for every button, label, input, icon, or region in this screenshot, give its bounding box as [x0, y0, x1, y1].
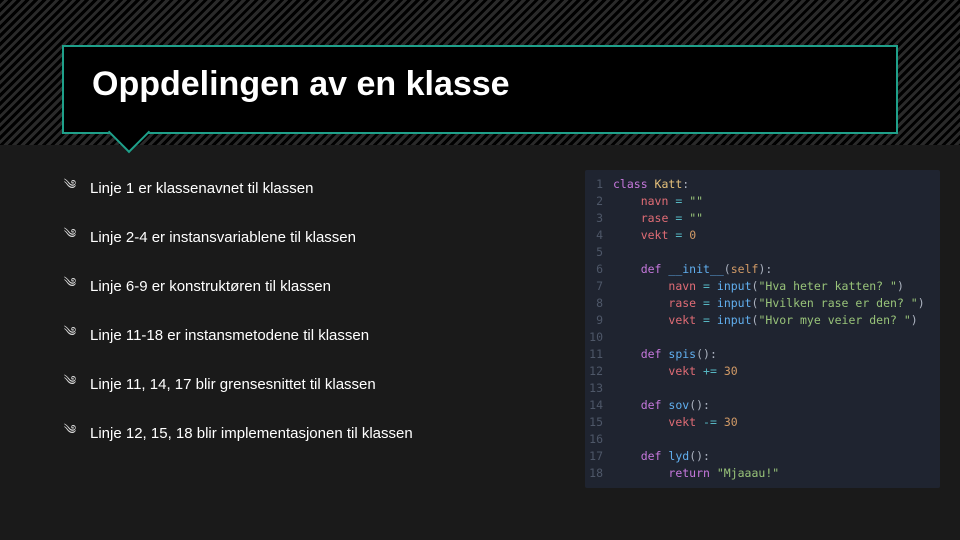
bullet-item: ༄ Linje 2-4 er instansvariablene til klas…	[62, 229, 565, 246]
line-number: 8	[585, 295, 613, 312]
code-text: navn = ""	[613, 193, 703, 210]
code-line: 3 rase = ""	[585, 210, 940, 227]
code-text: def lyd():	[613, 448, 710, 465]
code-line: 15 vekt -= 30	[585, 414, 940, 431]
line-number: 2	[585, 193, 613, 210]
code-text: vekt = 0	[613, 227, 696, 244]
bullet-text: Linje 2-4 er instansvariablene til klass…	[90, 229, 356, 246]
code-line: 9 vekt = input("Hvor mye veier den? ")	[585, 312, 940, 329]
code-line: 12 vekt += 30	[585, 363, 940, 380]
code-line: 14 def sov():	[585, 397, 940, 414]
title-container: Oppdelingen av en klasse	[62, 45, 898, 134]
line-number: 7	[585, 278, 613, 295]
bullet-flourish-icon: ༄	[62, 376, 78, 392]
bullet-text: Linje 11, 14, 17 blir grensesnittet til …	[90, 376, 376, 393]
bullet-flourish-icon: ༄	[62, 229, 78, 245]
line-number: 18	[585, 465, 613, 482]
bullet-item: ༄ Linje 12, 15, 18 blir implementasjonen …	[62, 425, 565, 442]
code-text: class Katt:	[613, 176, 689, 193]
line-number: 1	[585, 176, 613, 193]
line-number: 5	[585, 244, 613, 261]
code-line: 17 def lyd():	[585, 448, 940, 465]
code-text: def __init__(self):	[613, 261, 772, 278]
code-line: 10	[585, 329, 940, 346]
bullet-flourish-icon: ༄	[62, 180, 78, 196]
line-number: 11	[585, 346, 613, 363]
line-number: 15	[585, 414, 613, 431]
bullet-list: ༄ Linje 1 er klassenavnet til klassen ༄ Lin…	[62, 170, 565, 488]
title-notch-icon	[108, 111, 150, 153]
code-text: rase = ""	[613, 210, 703, 227]
bullet-flourish-icon: ༄	[62, 278, 78, 294]
code-panel: 1class Katt:2 navn = ""3 rase = ""4 vekt…	[585, 170, 940, 488]
title-box: Oppdelingen av en klasse	[62, 45, 898, 134]
code-text: vekt = input("Hvor mye veier den? ")	[613, 312, 918, 329]
code-text: def sov():	[613, 397, 710, 414]
code-text: navn = input("Hva heter katten? ")	[613, 278, 904, 295]
code-text: return "Mjaaau!"	[613, 465, 779, 482]
bullet-item: ༄ Linje 11-18 er instansmetodene til klas…	[62, 327, 565, 344]
code-line: 2 navn = ""	[585, 193, 940, 210]
line-number: 14	[585, 397, 613, 414]
bullet-item: ༄ Linje 6-9 er konstruktøren til klassen	[62, 278, 565, 295]
code-line: 5	[585, 244, 940, 261]
line-number: 17	[585, 448, 613, 465]
content-area: ༄ Linje 1 er klassenavnet til klassen ༄ Lin…	[62, 170, 940, 488]
code-text: vekt -= 30	[613, 414, 738, 431]
code-line: 4 vekt = 0	[585, 227, 940, 244]
bullet-text: Linje 11-18 er instansmetodene til klass…	[90, 327, 369, 344]
code-line: 6 def __init__(self):	[585, 261, 940, 278]
code-line: 16	[585, 431, 940, 448]
line-number: 3	[585, 210, 613, 227]
bullet-text: Linje 1 er klassenavnet til klassen	[90, 180, 313, 197]
line-number: 4	[585, 227, 613, 244]
bullet-item: ༄ Linje 1 er klassenavnet til klassen	[62, 180, 565, 197]
code-text: rase = input("Hvilken rase er den? ")	[613, 295, 925, 312]
line-number: 16	[585, 431, 613, 448]
slide-title: Oppdelingen av en klasse	[92, 65, 868, 104]
line-number: 6	[585, 261, 613, 278]
line-number: 13	[585, 380, 613, 397]
line-number: 12	[585, 363, 613, 380]
bullet-text: Linje 12, 15, 18 blir implementasjonen t…	[90, 425, 413, 442]
line-number: 9	[585, 312, 613, 329]
code-line: 13	[585, 380, 940, 397]
code-text: def spis():	[613, 346, 717, 363]
code-line: 11 def spis():	[585, 346, 940, 363]
code-line: 1class Katt:	[585, 176, 940, 193]
code-text: vekt += 30	[613, 363, 738, 380]
bullet-flourish-icon: ༄	[62, 425, 78, 441]
code-line: 8 rase = input("Hvilken rase er den? ")	[585, 295, 940, 312]
bullet-flourish-icon: ༄	[62, 327, 78, 343]
code-line: 7 navn = input("Hva heter katten? ")	[585, 278, 940, 295]
bullet-item: ༄ Linje 11, 14, 17 blir grensesnittet til…	[62, 376, 565, 393]
bullet-text: Linje 6-9 er konstruktøren til klassen	[90, 278, 331, 295]
line-number: 10	[585, 329, 613, 346]
code-line: 18 return "Mjaaau!"	[585, 465, 940, 482]
